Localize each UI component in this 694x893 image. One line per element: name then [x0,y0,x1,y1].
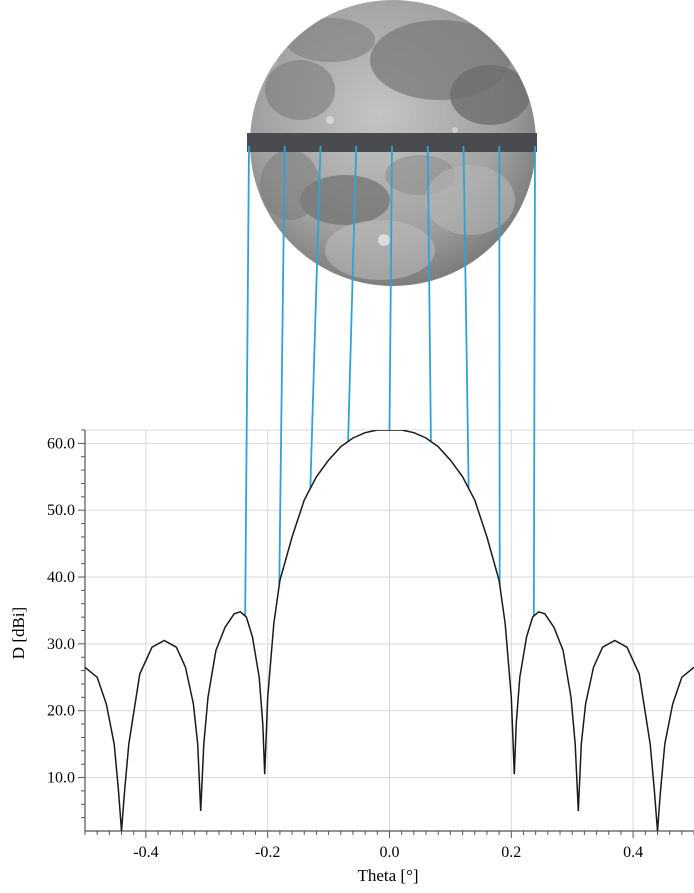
projection-line [244,145,250,617]
y-tick-label: 60.0 [47,435,75,452]
x-tick-label: -0.2 [255,844,280,861]
y-axis-label: D [dBi] [9,607,28,659]
x-axis-label: Theta [°] [357,866,418,885]
y-tick-label: 30.0 [47,636,75,653]
projection-line [426,145,432,442]
projection-line [278,145,286,585]
projection-line [309,145,322,489]
projection-lines [244,145,536,617]
projection-line [347,145,358,442]
projection-line [532,145,536,617]
x-tick-label: 0.4 [623,844,643,861]
y-tick-label: 10.0 [47,770,75,787]
y-tick-label: 20.0 [47,703,75,720]
x-tick-label: 0.2 [501,844,521,861]
plot-grid [85,429,694,831]
moon-slice-bar [247,133,537,152]
x-tick-label: 0.0 [380,844,400,861]
series-line [85,430,694,831]
projection-line [388,145,393,431]
x-tick-label: -0.4 [133,844,158,861]
axis-ticks: -0.4 -0.2 0.0 0.2 0.4 10.0 20.0 30.0 40.0 50.0 60.… [47,429,694,861]
y-tick-label: 50.0 [47,502,75,519]
projection-line [462,145,470,489]
y-tick-label: 40.0 [47,569,75,586]
